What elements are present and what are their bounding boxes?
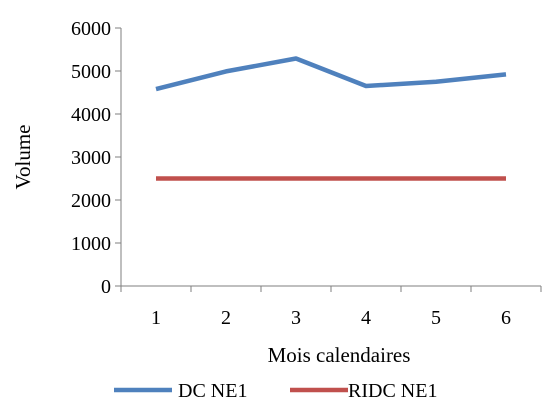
plot-area: 0 1000 2000 3000 4000 5000 6000 1 2 3 4 5 6 xyxy=(71,18,542,329)
series-line-dc-ne1 xyxy=(155,56,507,92)
legend: DC NE1 RIDC NE1 xyxy=(114,380,437,402)
y-axis-ticks: 0 1000 2000 3000 4000 5000 6000 xyxy=(71,18,121,298)
y-tick-label: 1000 xyxy=(71,233,111,255)
x-tick-label: 6 xyxy=(501,307,511,329)
legend-label-ridc-ne1: RIDC NE1 xyxy=(348,380,437,402)
x-tick-label: 5 xyxy=(431,307,441,329)
x-tick-label: 4 xyxy=(361,307,371,329)
y-tick-label: 5000 xyxy=(71,61,111,83)
y-tick-label: 2000 xyxy=(71,190,111,212)
y-tick-label: 0 xyxy=(101,276,111,298)
legend-label-dc-ne1: DC NE1 xyxy=(178,380,247,402)
x-axis-ticks: 1 2 3 4 5 6 xyxy=(120,286,542,329)
x-tick-label: 1 xyxy=(151,307,161,329)
y-tick-label: 4000 xyxy=(71,104,111,126)
series-layer xyxy=(155,56,507,181)
x-axis-title: Mois calendaires xyxy=(268,343,411,367)
x-tick-label: 2 xyxy=(221,307,231,329)
y-axis-title: Volume xyxy=(11,125,35,190)
y-tick-label: 3000 xyxy=(71,147,111,169)
x-tick-label: 3 xyxy=(291,307,301,329)
y-tick-label: 6000 xyxy=(71,18,111,40)
